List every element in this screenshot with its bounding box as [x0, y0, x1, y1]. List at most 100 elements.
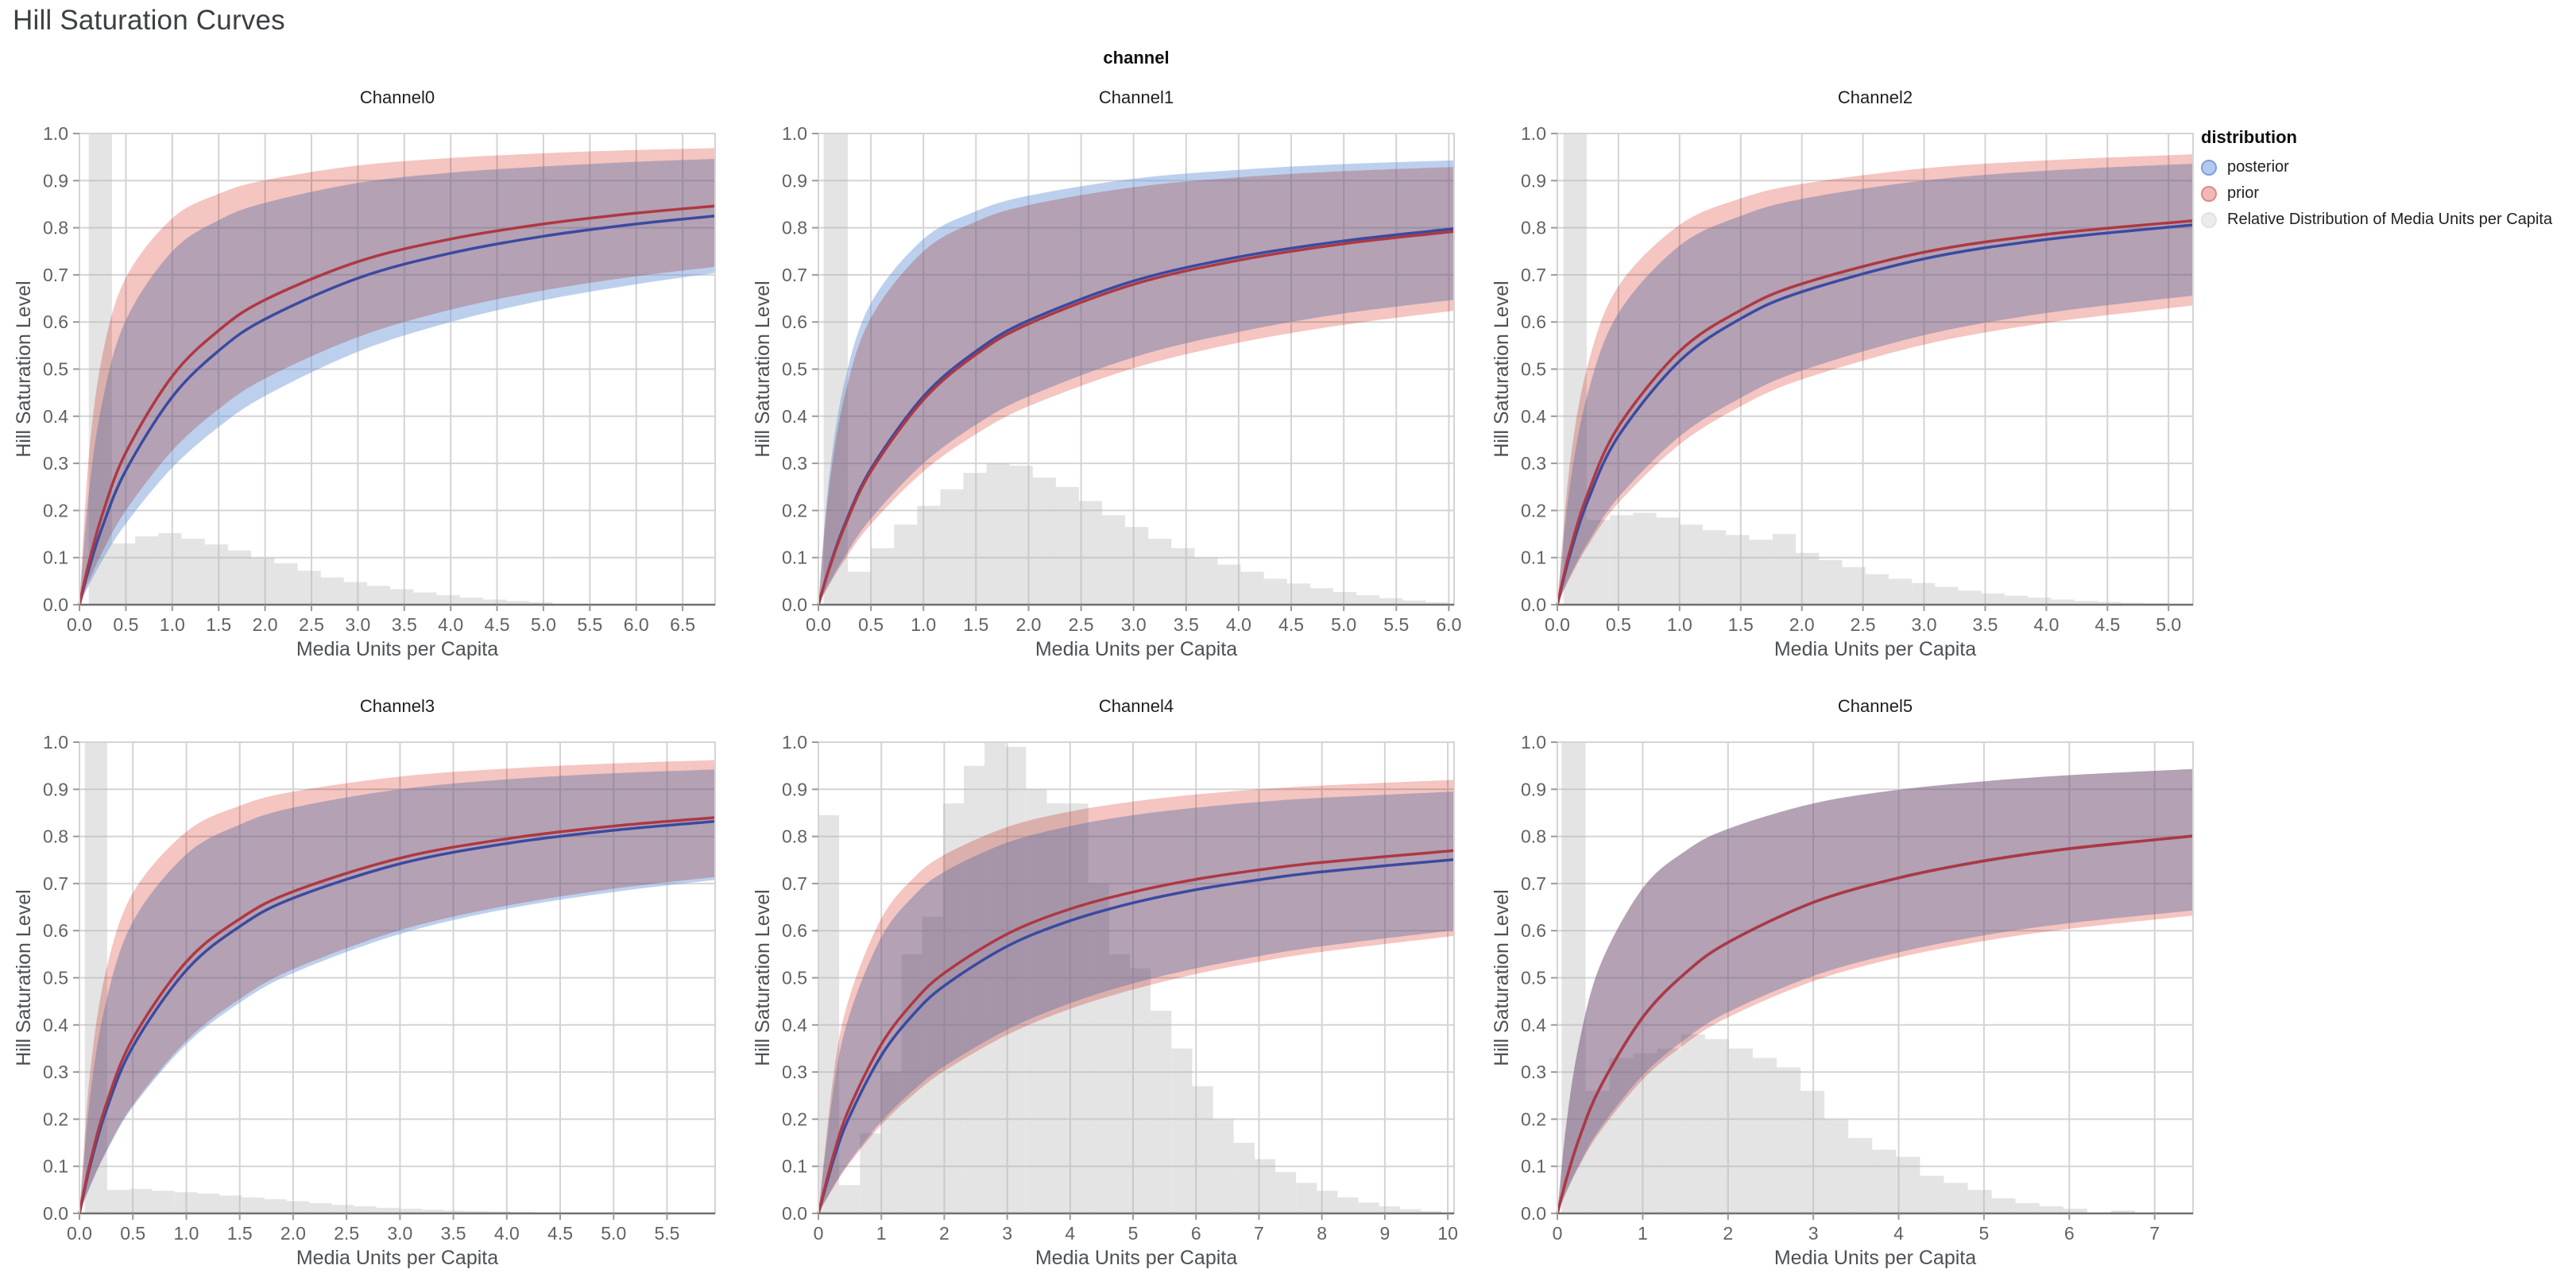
x-tick-label: 1.5	[227, 1223, 253, 1244]
legend: distribution posterior prior Relative Dist…	[2201, 127, 2574, 233]
y-tick-label: 0.9	[782, 779, 807, 799]
y-tick-label: 0.2	[1521, 500, 1546, 520]
x-tick-label: 1.5	[206, 614, 231, 635]
y-tick-label: 0.6	[43, 920, 68, 941]
y-axis-title: Hill Saturation Level	[13, 281, 35, 457]
y-tick-label: 0.2	[782, 1109, 807, 1129]
y-tick-label: 0.6	[1521, 311, 1546, 332]
x-tick-label: 6.5	[670, 614, 695, 635]
y-tick-label: 0.4	[1521, 406, 1546, 427]
x-tick-label: 3.0	[387, 1223, 412, 1244]
subplot-channel2: 0.0 0.5 1.0 1.5 2.0 2.5 3.0 3.5 4.0 4.5 5.0 0.0 0.1 0…	[1491, 87, 2194, 660]
x-tick-label: 4.0	[1226, 614, 1251, 635]
x-tick-label: 3.5	[392, 614, 417, 635]
legend-item-label: Relative Distribution of Media Units per…	[2227, 211, 2553, 228]
x-tick-label: 3.5	[1174, 614, 1199, 635]
x-axis-title: Media Units per Capita	[1035, 638, 1237, 660]
y-tick-label: 0.5	[43, 968, 68, 989]
prior-band	[818, 167, 1454, 606]
x-tick-label: 1.0	[160, 614, 185, 635]
y-tick-label: 0.3	[782, 1062, 807, 1082]
y-tick-label: 0.5	[782, 968, 807, 989]
x-tick-label: 4	[1893, 1223, 1904, 1244]
y-tick-label: 0.4	[43, 1015, 68, 1035]
y-tick-label: 0.5	[782, 359, 807, 380]
y-tick-label: 0.1	[782, 548, 807, 568]
y-tick-label: 0.1	[43, 548, 68, 568]
x-tick-label: 0.0	[1545, 614, 1570, 635]
y-tick-label: 0.8	[782, 826, 807, 847]
x-tick-label: 0	[814, 1223, 824, 1244]
x-tick-label: 3.0	[345, 614, 370, 635]
x-tick-label: 1.0	[173, 1223, 199, 1244]
x-tick-label: 1.5	[963, 614, 988, 635]
y-tick-label: 0.0	[782, 594, 807, 615]
y-tick-label: 0.1	[1521, 548, 1546, 568]
subplot-title: Channel1	[1099, 87, 1174, 107]
subplot-channel5: 0 1 2 3 4 5 6 7 0.0 0.1 0.2 0.3 0.4 0.5 0.6 0.7 0.8 0.9 1.…	[1491, 696, 2194, 1269]
y-tick-label: 0.1	[43, 1156, 68, 1177]
y-tick-label: 0.3	[1521, 453, 1546, 474]
subplot-title: Channel2	[1838, 87, 1913, 107]
prior-band	[818, 780, 1454, 1213]
x-tick-label: 0.0	[806, 614, 831, 635]
x-tick-label: 3	[1808, 1223, 1819, 1244]
legend-item-relative: Relative Distribution of Media Units per…	[2201, 207, 2574, 233]
x-tick-label: 4.5	[1278, 614, 1304, 635]
x-tick-label: 2.0	[253, 614, 278, 635]
y-tick-label: 1.0	[1521, 123, 1546, 144]
x-tick-label: 6.0	[624, 614, 649, 635]
tick-marks	[1551, 133, 2170, 611]
y-tick-label: 0.4	[782, 406, 807, 427]
prior-median-line	[78, 816, 716, 1214]
x-axis-title: Media Units per Capita	[1774, 638, 1976, 660]
page-title: Hill Saturation Curves	[13, 5, 285, 36]
y-tick-label: 0.1	[782, 1156, 807, 1177]
x-tick-label: 5	[1979, 1223, 1990, 1244]
legend-item-prior: prior	[2201, 180, 2574, 207]
posterior-median-line	[78, 215, 716, 606]
x-tick-label: 5.0	[601, 1223, 626, 1244]
y-axis-title: Hill Saturation Level	[1491, 889, 1513, 1066]
tick-marks	[812, 741, 1449, 1220]
y-axis-title: Hill Saturation Level	[752, 889, 774, 1066]
x-tick-label: 2.5	[1069, 614, 1094, 635]
y-tick-label: 0.1	[1521, 1156, 1546, 1177]
subplot-channel1: 0.0 0.5 1.0 1.5 2.0 2.5 3.0 3.5 4.0 4.5 5.0 5.5 6.0 0…	[752, 87, 1461, 660]
x-tick-label: 5.0	[531, 614, 556, 635]
x-tick-label: 4.5	[485, 614, 510, 635]
posterior-median-line	[1556, 223, 2194, 606]
x-tick-label: 1.0	[1667, 614, 1692, 635]
y-tick-label: 0.4	[782, 1015, 807, 1035]
y-tick-label: 0.6	[43, 311, 68, 332]
y-tick-label: 0.7	[1521, 873, 1546, 894]
x-tick-label: 4.0	[2033, 614, 2059, 635]
x-tick-label: 2.0	[280, 1223, 306, 1244]
y-tick-label: 1.0	[782, 732, 807, 753]
y-tick-label: 0.6	[1521, 920, 1546, 941]
x-tick-label: 2.5	[334, 1223, 359, 1244]
x-tick-label: 2.5	[1851, 614, 1876, 635]
x-axis-title: Media Units per Capita	[1035, 1247, 1237, 1269]
x-tick-label: 2.5	[299, 614, 324, 635]
y-axis-title: Hill Saturation Level	[13, 889, 35, 1066]
posterior-median-line	[78, 819, 716, 1214]
x-tick-label: 10	[1437, 1223, 1458, 1244]
x-tick-label: 6	[2064, 1223, 2075, 1244]
y-tick-label: 0.7	[782, 265, 807, 285]
x-tick-label: 4.5	[2094, 614, 2120, 635]
legend-item-label: posterior	[2227, 158, 2289, 176]
x-tick-label: 0.5	[120, 1223, 145, 1244]
x-axis-title: Media Units per Capita	[296, 638, 498, 660]
y-tick-label: 0.0	[43, 1203, 68, 1224]
x-tick-label: 4.0	[494, 1223, 520, 1244]
y-tick-label: 0.5	[1521, 968, 1546, 989]
prior-median-line	[817, 230, 1455, 606]
y-tick-label: 0.3	[782, 453, 807, 474]
subplot-channel0: 0.0 0.5 1.0 1.5 2.0 2.5 3.0 3.5 4.0 4.5 5.0 5.5 6.0 6…	[13, 87, 716, 660]
x-tick-label: 0	[1553, 1223, 1563, 1244]
y-tick-label: 1.0	[43, 123, 68, 144]
prior-band	[79, 760, 715, 1213]
x-tick-label: 4.0	[438, 614, 463, 635]
